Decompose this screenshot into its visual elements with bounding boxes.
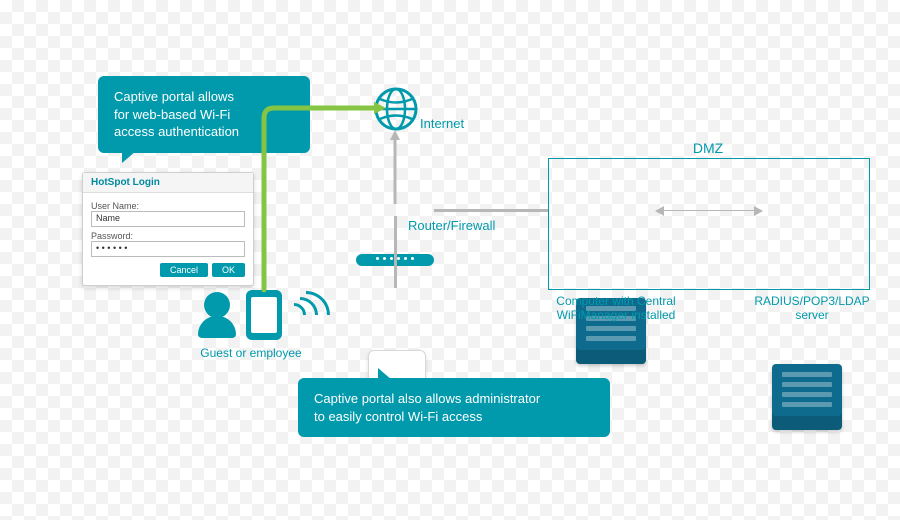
login-ok-button[interactable]: OK bbox=[212, 263, 245, 277]
login-pass-field[interactable]: • • • • • • bbox=[91, 241, 245, 257]
router-label: Router/Firewall bbox=[408, 218, 528, 234]
login-window: HotSpot Login User Name: Name Password: … bbox=[82, 172, 254, 286]
login-user-field[interactable]: Name bbox=[91, 211, 245, 227]
callout-bottom: Captive portal also allows administrator… bbox=[298, 378, 610, 437]
login-user-label: User Name: bbox=[91, 201, 245, 211]
internet-label: Internet bbox=[420, 116, 464, 132]
login-cancel-button[interactable]: Cancel bbox=[160, 263, 208, 277]
dmz-label: DMZ bbox=[548, 140, 868, 157]
callout-top-line1: Captive portal allows bbox=[114, 88, 294, 106]
wifi-icon bbox=[286, 290, 332, 340]
server-radius-icon bbox=[772, 364, 842, 430]
dmz-box bbox=[548, 158, 870, 290]
tablet-icon bbox=[246, 290, 282, 340]
connector-tablet-internet bbox=[262, 106, 392, 292]
user-icon bbox=[204, 292, 230, 318]
login-pass-label: Password: bbox=[91, 231, 245, 241]
callout-bottom-line1: Captive portal also allows administrator bbox=[314, 390, 594, 408]
callout-bottom-line2: to easily control Wi-Fi access bbox=[314, 408, 594, 426]
cwm-label: Computer with Central WiFiManager instal… bbox=[546, 294, 686, 323]
login-title: HotSpot Login bbox=[83, 173, 253, 193]
guest-label: Guest or employee bbox=[186, 346, 316, 360]
connector-router-dmz bbox=[434, 209, 548, 212]
radius-label: RADIUS/POP3/LDAP server bbox=[742, 294, 882, 323]
connector-router-ap bbox=[394, 216, 397, 288]
connector-servers bbox=[656, 210, 762, 211]
